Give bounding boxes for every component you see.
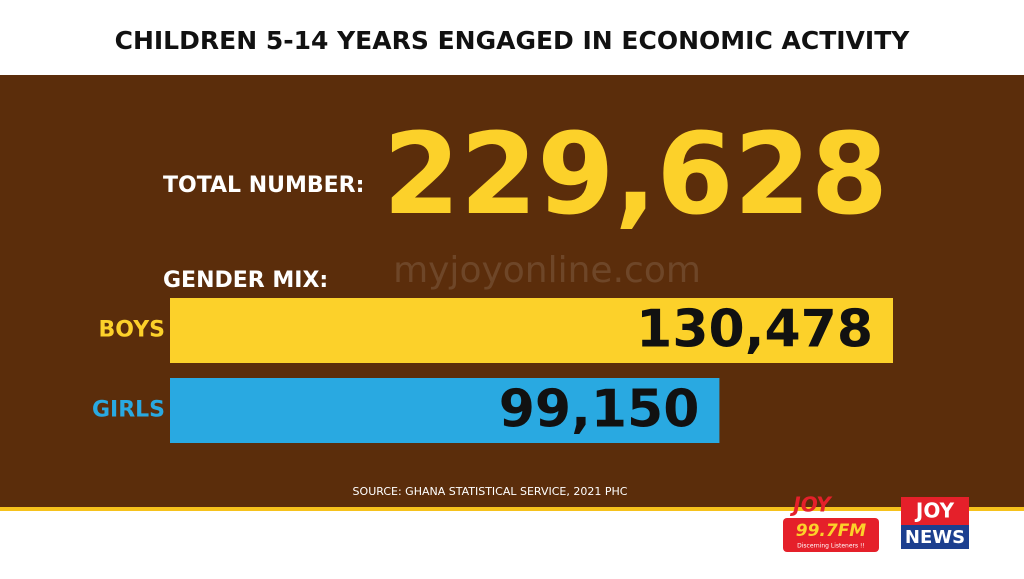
news-logo: JOY NEWS: [901, 497, 969, 549]
chart-title: CHILDREN 5-14 YEARS ENGAGED IN ECONOMIC …: [115, 26, 911, 55]
category-label: BOYS: [99, 318, 165, 343]
bar: [170, 298, 893, 363]
total-value: 229,628: [383, 110, 888, 240]
fm-frequency: 99.7FM: [796, 521, 867, 541]
news-logo-top: [901, 497, 969, 525]
news-brand: JOY: [914, 499, 955, 523]
fm-logo: JOY 99.7FM Discerning Listeners !!: [783, 493, 879, 552]
news-logo-bottom: [901, 525, 969, 549]
fm-tagline: Discerning Listeners !!: [797, 543, 865, 550]
total-caption: TOTAL NUMBER:: [163, 173, 364, 198]
panel-border: [0, 507, 1024, 511]
watermark: myjoyonline.com: [393, 250, 701, 291]
value-label: 99,150: [499, 380, 700, 440]
source: SOURCE: GHANA STATISTICAL SERVICE, 2021 …: [353, 485, 628, 498]
bar: [170, 378, 720, 443]
fm-brand: JOY: [789, 493, 833, 517]
subtitle: GENDER MIX:: [163, 268, 328, 293]
news-name: NEWS: [905, 527, 965, 548]
fm-logo-box: [783, 518, 879, 552]
category-label: GIRLS: [92, 398, 165, 423]
value-label: 130,478: [636, 300, 873, 360]
